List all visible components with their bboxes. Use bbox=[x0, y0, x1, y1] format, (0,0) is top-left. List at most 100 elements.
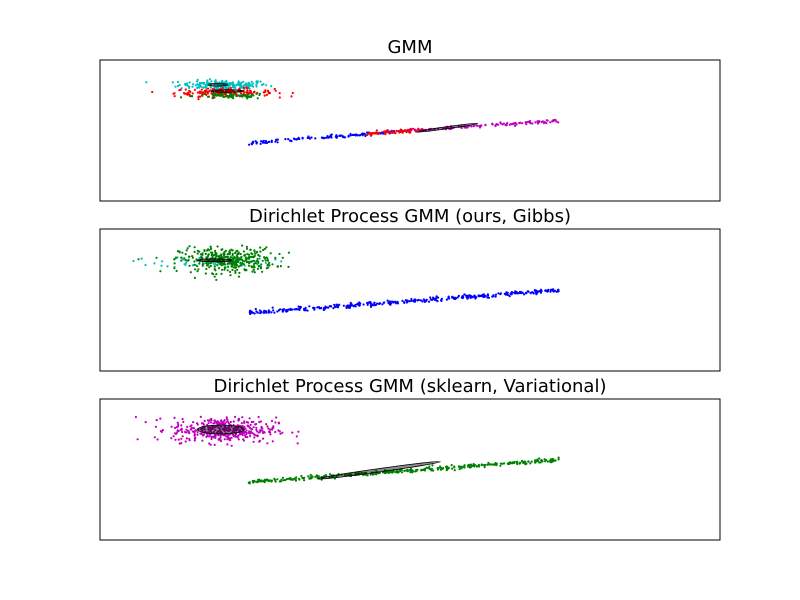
data-point bbox=[177, 429, 180, 433]
data-point bbox=[437, 296, 440, 299]
data-point bbox=[487, 296, 491, 299]
data-point bbox=[301, 136, 304, 139]
data-point bbox=[403, 129, 406, 132]
data-point bbox=[266, 141, 269, 144]
data-point bbox=[458, 468, 461, 471]
data-point bbox=[222, 95, 225, 98]
covariance-ellipse bbox=[197, 424, 245, 435]
data-point bbox=[185, 249, 188, 252]
data-point bbox=[445, 298, 448, 301]
data-point bbox=[259, 429, 262, 432]
data-point bbox=[265, 246, 268, 249]
data-point bbox=[209, 430, 213, 433]
data-point bbox=[523, 293, 526, 296]
data-point bbox=[390, 130, 393, 133]
data-point bbox=[187, 91, 190, 94]
data-point bbox=[414, 298, 417, 301]
data-point bbox=[217, 438, 220, 441]
data-point bbox=[262, 141, 265, 144]
data-point bbox=[366, 303, 369, 306]
data-point bbox=[492, 294, 495, 297]
data-point bbox=[241, 244, 244, 247]
data-point bbox=[195, 86, 199, 89]
data-point bbox=[252, 94, 255, 97]
data-point bbox=[420, 469, 423, 472]
data-point bbox=[257, 431, 260, 434]
data-point bbox=[521, 461, 525, 464]
data-point bbox=[243, 420, 246, 423]
data-point bbox=[413, 128, 416, 131]
data-point bbox=[445, 466, 449, 469]
data-point bbox=[375, 129, 378, 132]
data-point bbox=[221, 79, 224, 83]
data-point bbox=[270, 419, 274, 423]
data-point bbox=[212, 431, 216, 434]
data-point bbox=[447, 466, 450, 469]
data-point bbox=[220, 253, 223, 256]
panel-gmm: GMM bbox=[99, 37, 721, 202]
data-point bbox=[476, 124, 479, 127]
data-point bbox=[262, 437, 265, 440]
data-point bbox=[475, 464, 478, 468]
data-point bbox=[301, 476, 304, 479]
data-point bbox=[175, 269, 178, 273]
data-point bbox=[274, 480, 277, 483]
data-point bbox=[258, 255, 261, 258]
data-point bbox=[244, 258, 247, 261]
data-point bbox=[193, 439, 196, 442]
data-point bbox=[227, 426, 230, 429]
data-point bbox=[183, 263, 186, 266]
panel-title: GMM bbox=[387, 37, 432, 58]
data-point bbox=[232, 420, 235, 423]
data-point bbox=[362, 303, 365, 306]
data-point bbox=[263, 247, 266, 251]
data-point bbox=[342, 136, 345, 139]
data-point bbox=[480, 124, 483, 127]
data-point bbox=[189, 425, 192, 428]
data-point bbox=[234, 433, 238, 436]
data-point bbox=[361, 134, 364, 137]
data-point bbox=[226, 418, 229, 421]
data-point bbox=[410, 469, 413, 472]
data-point bbox=[229, 270, 232, 273]
data-point bbox=[173, 426, 177, 429]
data-point bbox=[256, 97, 259, 100]
data-point bbox=[494, 124, 497, 127]
data-point bbox=[254, 262, 257, 265]
data-point bbox=[255, 259, 258, 263]
data-point bbox=[468, 294, 471, 297]
data-point bbox=[184, 253, 187, 256]
data-point bbox=[214, 79, 217, 82]
data-point bbox=[335, 475, 338, 478]
data-point bbox=[265, 84, 268, 87]
data-point bbox=[227, 430, 230, 433]
data-point bbox=[267, 427, 270, 430]
data-point bbox=[161, 260, 164, 263]
data-point bbox=[212, 435, 215, 438]
data-point bbox=[265, 423, 268, 426]
data-point bbox=[460, 126, 463, 130]
data-point bbox=[296, 138, 299, 141]
data-point bbox=[384, 131, 388, 134]
data-point bbox=[237, 80, 240, 83]
data-point bbox=[252, 141, 255, 144]
data-point bbox=[185, 261, 188, 264]
data-point bbox=[178, 251, 181, 254]
data-point bbox=[207, 427, 210, 430]
data-point bbox=[279, 432, 282, 435]
data-point bbox=[400, 468, 403, 471]
data-point bbox=[350, 303, 353, 306]
data-point bbox=[241, 262, 244, 265]
data-point bbox=[231, 81, 234, 84]
data-point bbox=[287, 477, 290, 480]
data-point bbox=[264, 140, 267, 143]
data-point bbox=[276, 138, 279, 141]
data-point bbox=[237, 275, 241, 278]
data-point bbox=[200, 88, 203, 91]
data-point bbox=[240, 432, 243, 435]
data-point bbox=[166, 265, 169, 268]
data-point bbox=[271, 263, 274, 266]
data-point bbox=[531, 122, 534, 125]
panel-dpgmm-gibbs: Dirichlet Process GMM (ours, Gibbs) bbox=[99, 206, 721, 372]
data-point bbox=[243, 425, 246, 428]
